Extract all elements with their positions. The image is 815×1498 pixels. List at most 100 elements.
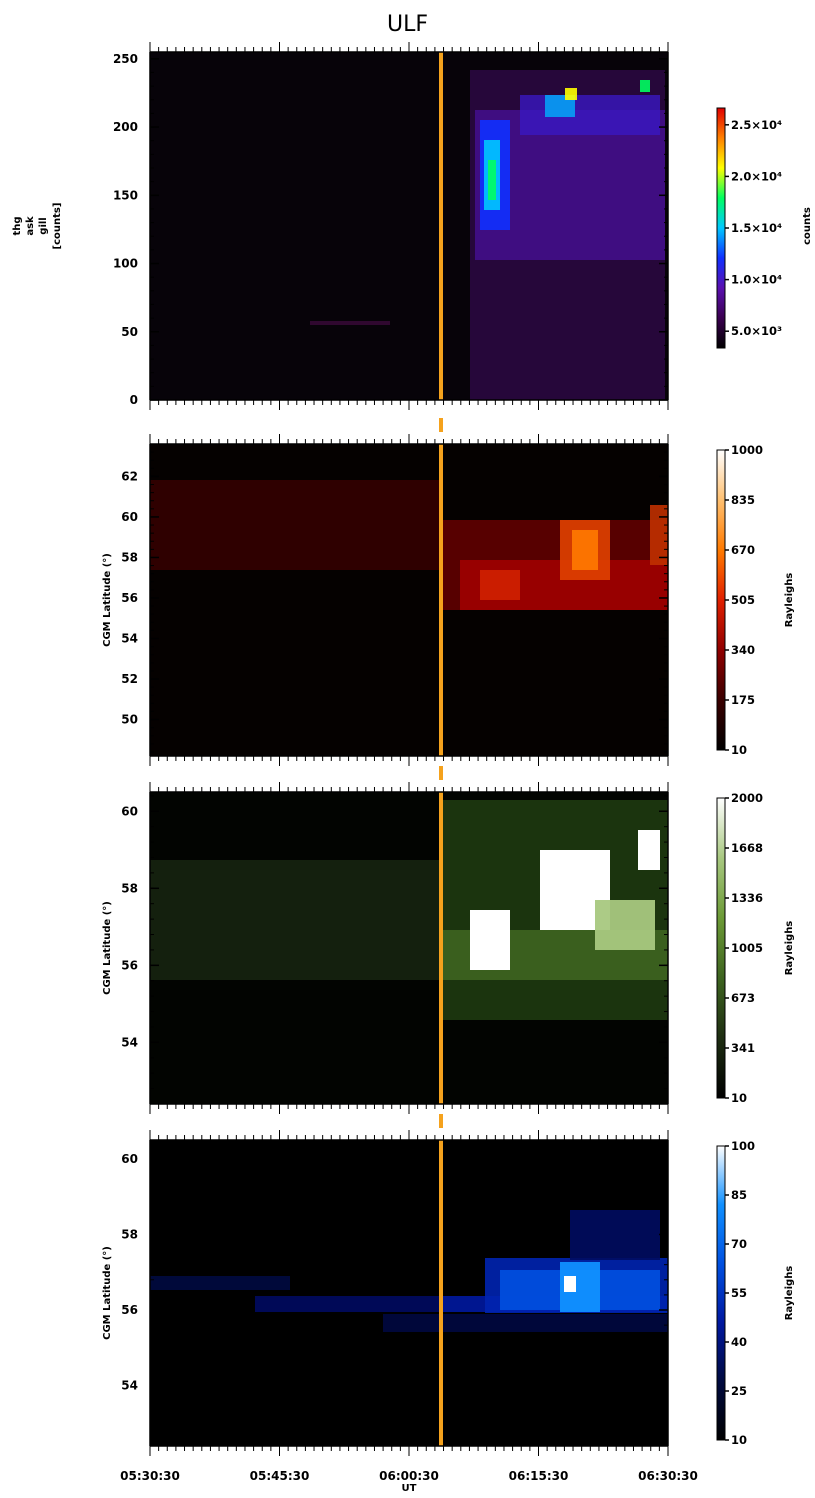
intensity-cell xyxy=(480,570,520,600)
y-tick-label: 62 xyxy=(121,469,138,483)
y-tick-label: 60 xyxy=(121,804,138,818)
colorbar-tick-label: 25 xyxy=(731,1384,747,1398)
y-axis-label-line-1: thg xyxy=(12,216,23,235)
intensity-cell xyxy=(310,321,390,325)
y-tick-label: 200 xyxy=(113,120,138,134)
colorbar xyxy=(716,107,726,349)
intensity-cell xyxy=(150,1276,290,1290)
y-axis-label-line-2: ask xyxy=(25,216,36,236)
y-tick-label: 0 xyxy=(130,393,138,407)
panel-frame xyxy=(149,782,669,1114)
colorbar-tick-label: 175 xyxy=(731,693,755,707)
y-tick-label: 56 xyxy=(121,591,138,605)
colorbar-tick-label: 1336 xyxy=(731,891,763,905)
blue-keogram-panel: 54 56 58 60 05:30:30 05:45:30 06:00:30 06:15:3… xyxy=(102,1130,795,1494)
colorbar-label: Rayleighs xyxy=(784,921,795,976)
intensity-overlay xyxy=(310,70,665,400)
y-tick-label: 60 xyxy=(121,510,138,524)
red-keogram-panel: 50 52 54 56 58 60 62 CGM Latitude (°) 10 175 340… xyxy=(102,434,795,766)
y-tick-label: 54 xyxy=(121,1379,138,1393)
x-tick-label: 06:15:30 xyxy=(509,1469,569,1483)
intensity-cell xyxy=(570,1210,660,1260)
y-tick-label: 250 xyxy=(113,52,138,66)
y-axis-ticks: 0 50 100 150 200 250 xyxy=(113,52,668,407)
intensity-cell xyxy=(150,860,441,980)
y-tick-label: 60 xyxy=(121,1152,138,1166)
y-tick-label: 58 xyxy=(121,1227,138,1241)
intensity-cell xyxy=(650,505,668,565)
colorbar-ticks: 10 175 340 505 670 835 1000 xyxy=(725,443,763,757)
intensity-cell xyxy=(520,95,660,135)
colorbar-tick-label: 673 xyxy=(731,991,755,1005)
panel-frame xyxy=(149,434,669,766)
colorbar-ticks: 10 341 673 1005 1336 1668 2000 xyxy=(725,791,763,1105)
y-axis-label: CGM Latitude (°) xyxy=(102,1246,113,1340)
intensity-cell xyxy=(545,95,575,117)
colorbar xyxy=(716,797,726,1099)
y-axis-label: CGM Latitude (°) xyxy=(102,901,113,995)
y-tick-label: 52 xyxy=(121,672,138,686)
y-axis-ticks: 54 56 58 60 xyxy=(121,795,668,1105)
y-tick-label: 56 xyxy=(121,958,138,972)
intensity-cell xyxy=(565,88,577,100)
colorbar-tick-label: 10 xyxy=(731,743,747,757)
colorbar-tick-label: 1.0×10⁴ xyxy=(731,273,782,287)
colorbar-tick-label: 835 xyxy=(731,493,755,507)
y-axis-label: CGM Latitude (°) xyxy=(102,553,113,647)
colorbar-tick-label: 40 xyxy=(731,1335,747,1349)
y-tick-label: 58 xyxy=(121,550,138,564)
intensity-overlay xyxy=(150,480,668,610)
y-tick-label: 54 xyxy=(121,631,138,645)
y-tick-label: 56 xyxy=(121,1303,138,1317)
y-axis-ticks: 50 52 54 56 58 60 62 xyxy=(121,443,668,753)
intensity-cell xyxy=(564,1276,576,1292)
x-tick-label: 06:30:30 xyxy=(638,1469,698,1483)
colorbar-tick-label: 1005 xyxy=(731,941,763,955)
colorbar-tick-label: 2.5×10⁴ xyxy=(731,118,782,132)
y-tick-label: 150 xyxy=(113,188,138,202)
y-tick-label: 50 xyxy=(121,713,138,727)
colorbar-tick-label: 100 xyxy=(731,1139,755,1153)
intensity-cell xyxy=(638,830,660,870)
colorbar xyxy=(716,449,726,751)
colorbar-tick-label: 341 xyxy=(731,1041,755,1055)
colorbar-tick-label: 670 xyxy=(731,543,755,557)
colorbar-label: Rayleighs xyxy=(784,1266,795,1321)
green-keogram-panel: 54 56 58 60 CGM Latitude (°) 10 341 673 1005 13… xyxy=(102,782,795,1114)
y-tick-label: 58 xyxy=(121,881,138,895)
intensity-cell xyxy=(595,900,655,950)
y-tick-label: 100 xyxy=(113,257,138,271)
colorbar-ticks: 5.0×10³ 1.0×10⁴ 1.5×10⁴ 2.0×10⁴ 2.5×10⁴ xyxy=(725,118,782,338)
colorbar-tick-label: 1.5×10⁴ xyxy=(731,221,782,235)
colorbar-tick-label: 505 xyxy=(731,593,755,607)
panel-frame xyxy=(149,42,669,410)
colorbar-tick-label: 2.0×10⁴ xyxy=(731,169,782,183)
y-axis-ticks: 54 56 58 60 xyxy=(121,1143,668,1447)
y-tick-label: 50 xyxy=(121,325,138,339)
colorbar-tick-label: 340 xyxy=(731,643,755,657)
y-axis-label-line-3: gill xyxy=(38,217,49,234)
y-axis-label-line-4: [counts] xyxy=(52,203,63,250)
intensity-cell xyxy=(383,1314,668,1332)
colorbar-tick-label: 85 xyxy=(731,1188,747,1202)
colorbar-tick-label: 1000 xyxy=(731,443,763,457)
intensity-cell xyxy=(470,910,510,970)
intensity-cell xyxy=(150,480,441,570)
y-tick-label: 54 xyxy=(121,1035,138,1049)
x-tick-label: 06:00:30 xyxy=(379,1469,439,1483)
intensity-cell xyxy=(640,80,650,92)
colorbar xyxy=(716,1145,726,1441)
panel-frame xyxy=(149,1130,669,1456)
intensity-cell xyxy=(255,1296,441,1312)
colorbar-tick-label: 1668 xyxy=(731,841,763,855)
x-tick-label: 05:30:30 xyxy=(120,1469,180,1483)
colorbar-tick-label: 10 xyxy=(731,1091,747,1105)
colorbar-tick-label: 70 xyxy=(731,1237,747,1251)
colorbar-label: Rayleighs xyxy=(784,573,795,628)
x-axis-ticks: 05:30:30 05:45:30 06:00:30 06:15:30 06:30:30 xyxy=(120,1469,698,1483)
intensity-overlay xyxy=(150,1210,668,1332)
colorbar-tick-label: 5.0×10³ xyxy=(731,324,782,338)
intensity-overlay xyxy=(150,800,668,1020)
colorbar-ticks: 10 25 40 55 70 85 100 xyxy=(725,1139,755,1447)
